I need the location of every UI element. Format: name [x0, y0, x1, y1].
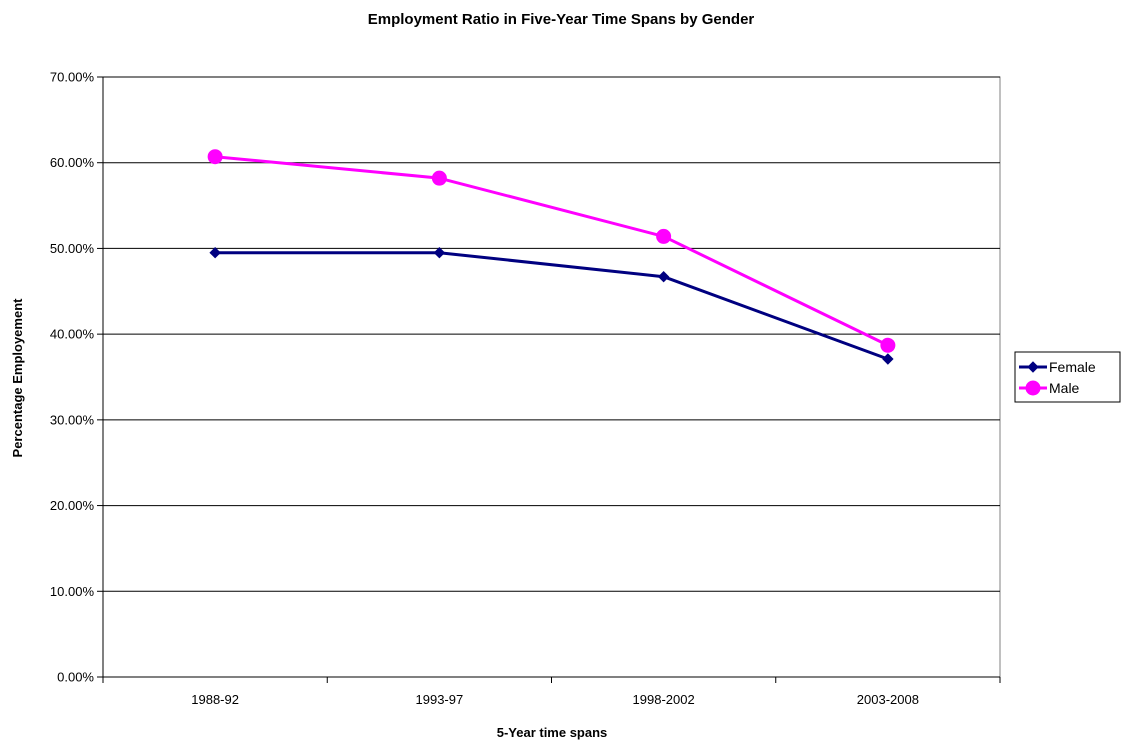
y-tick-label: 30.00%	[50, 412, 95, 427]
x-axis-title: 5-Year time spans	[497, 725, 608, 740]
legend-marker-male	[1025, 380, 1041, 396]
data-point-male	[207, 149, 223, 165]
y-axis-title: Percentage Employement	[10, 298, 25, 458]
legend-label-male: Male	[1049, 380, 1080, 396]
y-tick-label: 50.00%	[50, 241, 95, 256]
plot-area	[102, 76, 1001, 678]
legend-marker-female	[1027, 361, 1039, 373]
x-tick-label: 1998-2002	[633, 692, 695, 707]
data-point-female	[209, 247, 221, 259]
data-point-female	[657, 271, 670, 283]
y-tick-label: 60.00%	[50, 155, 95, 170]
x-tick-label: 1993-97	[416, 692, 464, 707]
legend-label-female: Female	[1049, 359, 1096, 375]
chart-title: Employment Ratio in Five-Year Time Spans…	[368, 11, 755, 28]
data-point-male	[431, 170, 447, 186]
series-line-female	[215, 251, 889, 361]
data-point-female	[882, 353, 894, 365]
x-tick-label: 1988-92	[191, 692, 239, 707]
y-tick-label: 40.00%	[50, 327, 95, 342]
data-point-male	[656, 228, 672, 244]
y-tick-label: 0.00%	[57, 670, 94, 685]
x-tick-label: 2003-2008	[857, 692, 919, 707]
gridlines	[103, 76, 1000, 592]
legend: Female Male	[1014, 351, 1121, 403]
axes: 0.00% 10.00% 20.00% 30.00% 40.00% 50.00% 60.00…	[50, 70, 1001, 707]
data-point-male	[880, 337, 896, 353]
series-lines	[207, 149, 896, 365]
data-point-female	[433, 247, 446, 259]
series-line-male	[214, 155, 889, 347]
y-tick-label: 20.00%	[50, 498, 95, 513]
y-tick-label: 10.00%	[50, 584, 95, 599]
y-tick-label: 70.00%	[50, 70, 95, 85]
